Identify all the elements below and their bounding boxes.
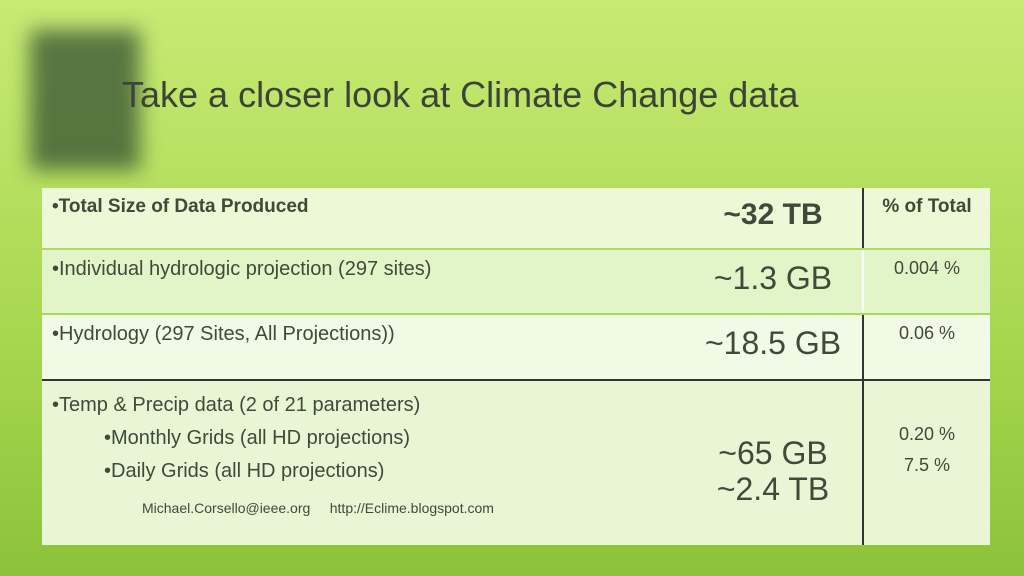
header-cell: ~32 TB — [684, 188, 862, 248]
decor-image — [30, 30, 140, 170]
footer-email: Michael.Corsello@ieee.org — [142, 500, 311, 516]
table-cell: 0.06 % — [862, 315, 990, 379]
table-cell: ~1.3 GB — [684, 250, 862, 313]
table-cell: ~18.5 GB — [684, 315, 862, 379]
size-text: ~2.4 TB — [716, 471, 830, 507]
sub-item-text: •Daily Grids (all HD projections) — [104, 460, 385, 482]
table-row-divider — [42, 379, 990, 381]
sub-item-text: •Monthly Grids (all HD projections) — [104, 427, 410, 449]
size-text: ~65 GB — [718, 435, 828, 471]
table-cell: ~65 GB ~2.4 TB — [684, 381, 862, 545]
table-cell: 0.004 % — [862, 250, 990, 313]
item-text: •Temp & Precip data (2 of 21 parameters) — [52, 394, 421, 416]
header-cell: % of Total — [862, 188, 990, 248]
header-cell: •Total Size of Data Produced — [42, 188, 684, 248]
table-cell: 0.20 % 7.5 % — [862, 381, 990, 545]
table-cell: •Individual hydrologic projection (297 s… — [42, 250, 684, 313]
footer-url: http://Eclime.blogspot.com — [329, 500, 494, 516]
table-cell: •Temp & Precip data (2 of 21 parameters)… — [42, 381, 684, 545]
slide-title: Take a closer look at Climate Change dat… — [122, 74, 799, 115]
percent-text: 0.20 % — [898, 424, 956, 444]
percent-text: 7.5 % — [903, 455, 951, 475]
table-cell: •Hydrology (297 Sites, All Projections)) — [42, 315, 684, 379]
footer: Michael.Corsello@ieee.org http://Eclime.… — [52, 498, 674, 518]
